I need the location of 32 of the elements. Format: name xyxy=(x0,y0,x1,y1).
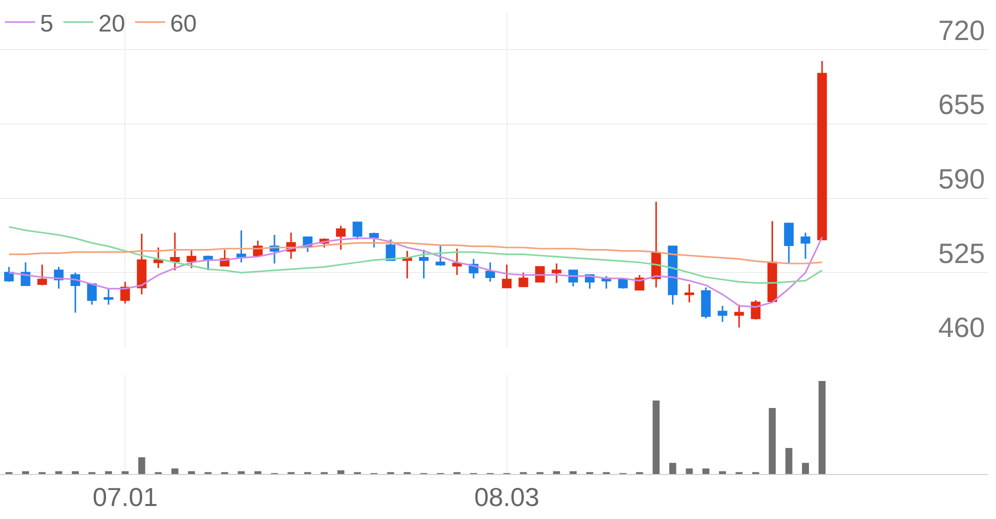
legend-label: 20 xyxy=(98,10,126,38)
bar xyxy=(802,462,809,474)
y-tick-label: 720 xyxy=(938,14,985,46)
bar xyxy=(72,471,79,474)
bar xyxy=(171,468,178,474)
bar xyxy=(719,471,726,474)
bar xyxy=(188,471,195,474)
bar xyxy=(138,457,146,474)
y-tick-label: 590 xyxy=(938,164,985,194)
bar xyxy=(55,471,62,474)
bar xyxy=(686,468,693,474)
y-tick-label: 525 xyxy=(938,238,985,269)
bar xyxy=(669,462,676,474)
bar xyxy=(652,400,660,474)
bar xyxy=(122,471,129,474)
legend-label: 60 xyxy=(170,10,197,38)
bar xyxy=(254,471,262,474)
bar xyxy=(105,471,112,474)
y-tick-label: 460 xyxy=(938,312,985,344)
legend-label: 5 xyxy=(40,10,54,38)
bar xyxy=(238,471,245,474)
bar xyxy=(768,408,776,474)
bar xyxy=(553,471,560,474)
x-tick-label: 07.01 xyxy=(92,482,158,512)
bar xyxy=(818,381,826,474)
bar xyxy=(570,471,577,474)
bar xyxy=(702,468,710,474)
bar xyxy=(337,470,344,474)
bar xyxy=(22,471,30,474)
bar xyxy=(785,448,792,474)
y-tick-label: 655 xyxy=(938,89,985,120)
x-tick-label: 08.03 xyxy=(474,482,540,512)
